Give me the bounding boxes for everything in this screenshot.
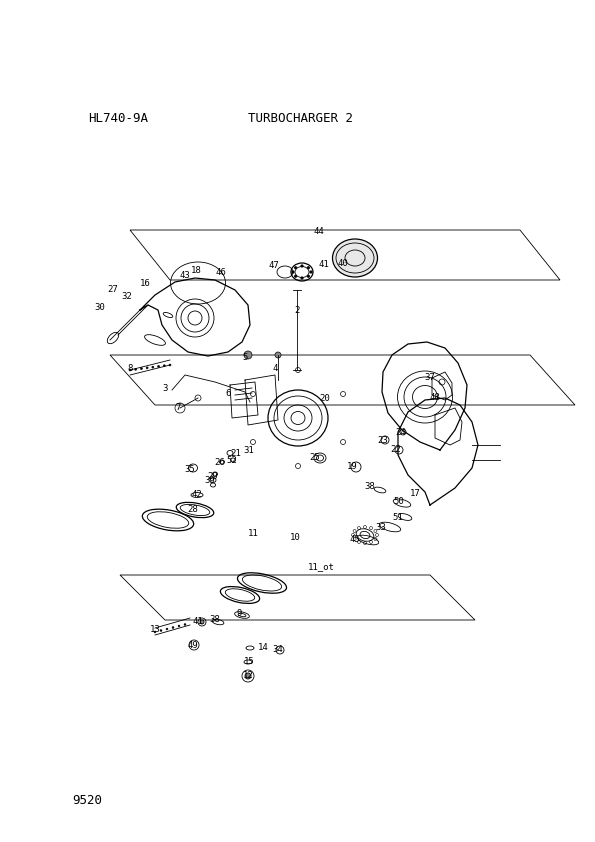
Text: 12: 12 [243, 670, 253, 679]
Text: 9520: 9520 [72, 793, 102, 807]
Text: 48: 48 [430, 392, 440, 402]
Text: 29: 29 [208, 472, 218, 481]
Text: 11_ot: 11_ot [308, 562, 334, 572]
Circle shape [292, 271, 294, 273]
Text: 38: 38 [365, 482, 375, 491]
Text: 30: 30 [95, 302, 105, 312]
Text: 50: 50 [394, 497, 405, 505]
Text: TURBOCHARGER 2: TURBOCHARGER 2 [248, 111, 353, 125]
Text: 22: 22 [391, 445, 402, 454]
Circle shape [178, 625, 180, 627]
Text: 4: 4 [273, 364, 278, 372]
Text: 49: 49 [187, 641, 198, 649]
Text: 10: 10 [290, 534, 300, 542]
Circle shape [134, 368, 137, 370]
Circle shape [154, 631, 156, 633]
Text: 5: 5 [242, 353, 248, 361]
Circle shape [295, 267, 297, 269]
Text: 47: 47 [268, 260, 280, 269]
Circle shape [140, 368, 142, 370]
Text: 11: 11 [248, 529, 258, 537]
Text: 38: 38 [209, 616, 220, 625]
Text: 15: 15 [243, 657, 255, 665]
Circle shape [152, 366, 154, 368]
Text: 46: 46 [215, 268, 226, 276]
Text: 27: 27 [108, 285, 118, 294]
Text: 52: 52 [227, 456, 237, 465]
Circle shape [166, 628, 168, 630]
Text: 32: 32 [121, 291, 132, 301]
Circle shape [158, 365, 159, 367]
Text: 19: 19 [347, 461, 358, 471]
Text: 39: 39 [205, 476, 215, 484]
Text: 18: 18 [190, 265, 201, 274]
Text: 35: 35 [184, 465, 195, 473]
Text: 17: 17 [409, 488, 421, 498]
Text: 7: 7 [176, 402, 181, 412]
Text: 40: 40 [337, 258, 349, 268]
Circle shape [307, 267, 309, 269]
Text: 45: 45 [350, 536, 361, 545]
Text: 37: 37 [425, 372, 436, 381]
Text: 34: 34 [273, 644, 283, 653]
Text: 33: 33 [375, 523, 386, 531]
Text: 42: 42 [192, 489, 202, 498]
Text: 23: 23 [378, 435, 389, 445]
Circle shape [301, 277, 303, 280]
Circle shape [129, 369, 131, 371]
Circle shape [275, 352, 281, 358]
Text: 9: 9 [236, 610, 242, 619]
Text: 2: 2 [295, 306, 300, 315]
Text: 44: 44 [314, 226, 324, 236]
Circle shape [160, 630, 162, 632]
Text: 20: 20 [320, 393, 330, 402]
Text: 41: 41 [319, 259, 330, 269]
Ellipse shape [333, 239, 377, 277]
Circle shape [244, 351, 252, 359]
Circle shape [301, 264, 303, 267]
Circle shape [310, 271, 312, 273]
Text: 31: 31 [243, 445, 255, 455]
Circle shape [245, 673, 251, 679]
Circle shape [307, 275, 309, 278]
Text: 14: 14 [258, 643, 268, 653]
Text: 24: 24 [396, 428, 406, 436]
Text: 13: 13 [149, 626, 161, 635]
Circle shape [163, 365, 165, 367]
Circle shape [184, 623, 186, 626]
Circle shape [146, 367, 148, 369]
Circle shape [200, 620, 204, 624]
Text: 25: 25 [309, 452, 320, 461]
Text: 21: 21 [231, 449, 242, 457]
Text: 26: 26 [215, 457, 226, 466]
Text: 8: 8 [127, 364, 133, 372]
Circle shape [172, 626, 174, 628]
Circle shape [295, 275, 297, 278]
Text: 43: 43 [180, 270, 190, 280]
Circle shape [169, 364, 171, 366]
Text: 3: 3 [162, 383, 168, 392]
Text: 51: 51 [393, 513, 403, 521]
Text: 28: 28 [187, 504, 198, 514]
Text: 6: 6 [226, 388, 231, 397]
Text: 16: 16 [140, 279, 151, 287]
Text: HL740-9A: HL740-9A [88, 111, 148, 125]
Text: 41: 41 [193, 616, 203, 626]
